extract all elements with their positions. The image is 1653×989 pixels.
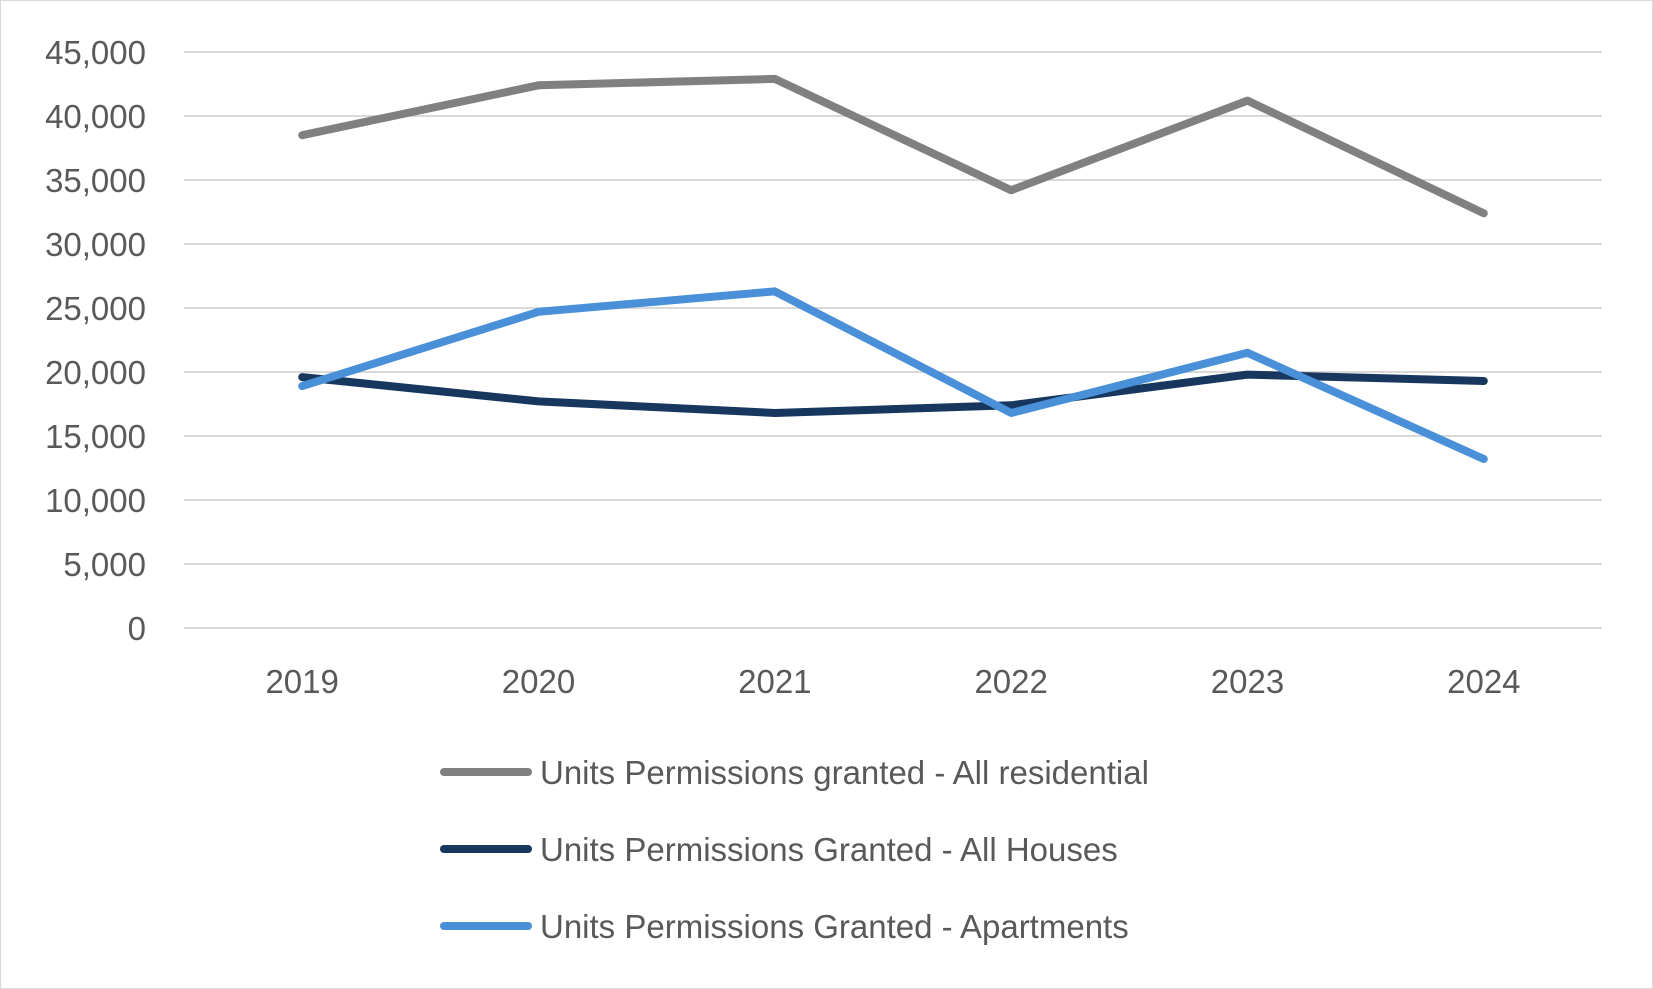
series-lines (298, 74, 1488, 463)
legend: Units Permissions granted - All resident… (440, 754, 1149, 945)
x-tick-label: 2021 (738, 663, 811, 700)
gridlines (184, 51, 1602, 629)
y-tick-label: 35,000 (45, 162, 146, 199)
y-tick-label: 45,000 (45, 34, 146, 71)
y-tick-label: 0 (128, 610, 146, 647)
y-tick-label: 10,000 (45, 482, 146, 519)
legend-label-1: Units Permissions granted - All resident… (540, 754, 1149, 791)
x-tick-label: 2023 (1211, 663, 1284, 700)
legend-label-3: Units Permissions Granted - Apartments (540, 908, 1129, 945)
x-tick-label: 2022 (974, 663, 1047, 700)
x-axis-tick-labels: 2019 2020 2021 2022 2023 2024 (265, 663, 1520, 700)
y-tick-label: 5,000 (63, 546, 146, 583)
x-tick-label: 2019 (265, 663, 338, 700)
y-tick-label: 20,000 (45, 354, 146, 391)
y-tick-label: 30,000 (45, 226, 146, 263)
series-line-1 (298, 74, 1488, 218)
series-line-3 (298, 287, 1488, 463)
x-tick-label: 2024 (1447, 663, 1520, 700)
y-tick-label: 15,000 (45, 418, 146, 455)
series-line-2 (298, 370, 1488, 417)
y-tick-label: 25,000 (45, 290, 146, 327)
y-axis-tick-labels: 0 5,000 10,000 15,000 20,000 25,000 30,000 35,0… (45, 34, 146, 647)
x-tick-label: 2020 (502, 663, 575, 700)
y-tick-label: 40,000 (45, 98, 146, 135)
legend-label-2: Units Permissions Granted - All Houses (540, 831, 1118, 868)
